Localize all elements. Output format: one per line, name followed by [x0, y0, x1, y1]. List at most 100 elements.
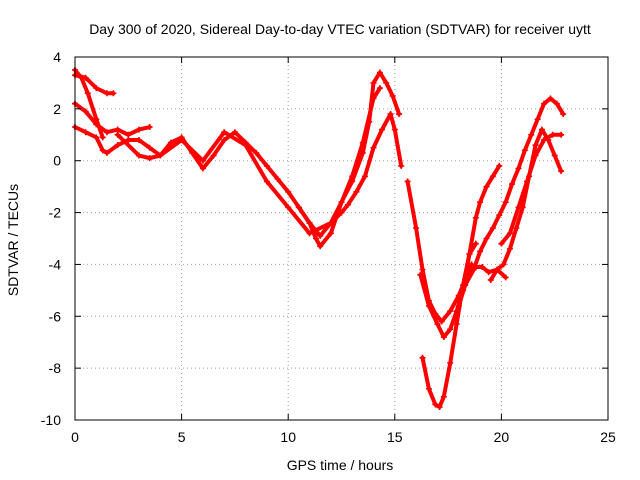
data-point — [447, 359, 454, 366]
data-point — [494, 266, 501, 273]
data-point — [515, 165, 522, 172]
series-line — [499, 132, 564, 246]
data-point — [199, 165, 206, 172]
data-point — [558, 168, 565, 175]
data-point — [498, 240, 505, 247]
data-point — [178, 136, 185, 143]
chart-title: Day 300 of 2020, Sidereal Day-to-day VTE… — [89, 21, 591, 37]
data-point — [285, 188, 292, 195]
data-point — [541, 136, 548, 143]
data-point — [489, 173, 496, 180]
data-point — [472, 214, 479, 221]
data-point — [500, 261, 507, 268]
data-point — [146, 144, 153, 151]
data-point — [114, 131, 121, 138]
data-point — [135, 126, 142, 133]
data-point — [506, 245, 513, 252]
data-point — [417, 271, 424, 278]
axis-ticks: 0 5 10 15 20 25 -10 -8 -6 -4 -2 0 2 4 — [41, 49, 616, 445]
data-point — [103, 129, 110, 136]
data-point — [502, 274, 509, 281]
data-point — [383, 79, 390, 86]
data-point — [434, 321, 441, 328]
data-point — [338, 209, 345, 216]
data-point — [460, 287, 467, 294]
data-point — [114, 126, 121, 133]
data-point — [93, 116, 100, 123]
data-point — [78, 74, 85, 81]
series-group — [498, 131, 565, 247]
data-point — [396, 111, 403, 118]
data-point — [379, 126, 386, 133]
data-point — [538, 126, 545, 133]
data-point — [487, 276, 494, 283]
data-point — [502, 199, 509, 206]
data-point — [306, 230, 313, 237]
x-tick-label: 5 — [178, 429, 186, 445]
data-series — [72, 66, 567, 411]
data-point — [528, 131, 535, 138]
data-point — [125, 136, 132, 143]
data-point — [389, 92, 396, 99]
data-point — [521, 147, 528, 154]
data-point — [455, 302, 462, 309]
data-point — [466, 251, 473, 258]
data-point — [103, 149, 110, 156]
data-point — [82, 108, 89, 115]
data-point — [551, 152, 558, 159]
data-point — [453, 321, 460, 328]
data-point — [398, 162, 405, 169]
x-tick-label: 0 — [71, 429, 79, 445]
data-point — [483, 183, 490, 190]
data-point — [103, 90, 110, 97]
data-point — [483, 235, 490, 242]
y-tick-label: -2 — [49, 205, 62, 221]
data-point — [93, 85, 100, 92]
data-point — [404, 178, 411, 185]
data-point — [509, 181, 516, 188]
data-point — [523, 178, 530, 185]
data-point — [327, 219, 334, 226]
y-tick-label: -4 — [49, 256, 62, 272]
data-point — [146, 124, 153, 131]
data-point — [477, 199, 484, 206]
data-point — [242, 142, 249, 149]
y-tick-label: -8 — [49, 360, 62, 376]
data-point — [515, 204, 522, 211]
data-point — [425, 302, 432, 309]
data-point — [114, 142, 121, 149]
data-point — [513, 225, 520, 232]
series-line — [488, 127, 564, 282]
data-point — [317, 243, 324, 250]
data-point — [327, 230, 334, 237]
data-point — [470, 266, 477, 273]
data-point — [438, 318, 445, 325]
data-point — [135, 152, 142, 159]
data-point — [472, 240, 479, 247]
data-point — [353, 188, 360, 195]
y-tick-label: -6 — [49, 308, 62, 324]
data-point — [312, 235, 319, 242]
data-point — [370, 144, 377, 151]
data-point — [349, 173, 356, 180]
x-tick-label: 15 — [387, 429, 403, 445]
data-point — [359, 139, 366, 146]
data-point — [146, 155, 153, 162]
data-point — [221, 136, 228, 143]
data-point — [534, 116, 541, 123]
data-point — [285, 204, 292, 211]
data-point — [370, 95, 377, 102]
data-point — [532, 152, 539, 159]
data-point — [338, 199, 345, 206]
data-point — [485, 269, 492, 276]
data-point — [447, 326, 454, 333]
data-point — [432, 401, 439, 408]
data-point — [110, 90, 117, 97]
data-point — [436, 404, 443, 411]
data-point — [135, 136, 142, 143]
series-group — [295, 111, 405, 239]
data-point — [549, 131, 556, 138]
data-point — [447, 308, 454, 315]
